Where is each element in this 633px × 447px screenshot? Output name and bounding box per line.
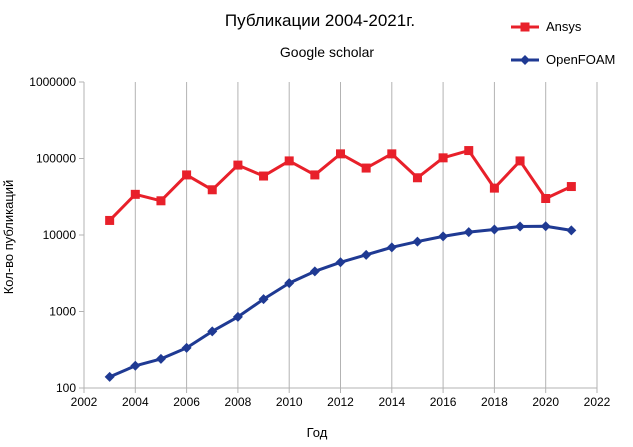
- data-point: [566, 225, 577, 236]
- data-point: [412, 236, 423, 247]
- data-point: [540, 221, 551, 232]
- x-tick-label: 2014: [378, 395, 405, 409]
- y-tick-label: 100: [56, 381, 76, 395]
- y-tick-label: 100000: [36, 152, 76, 166]
- data-point: [361, 249, 372, 260]
- y-tick-labels: 100 1000 10000 100000 1000000: [29, 75, 76, 395]
- x-tick-label: 2008: [225, 395, 252, 409]
- data-point: [412, 173, 422, 183]
- x-tick-label: 2020: [532, 395, 559, 409]
- axes: [79, 81, 598, 393]
- data-point: [489, 183, 499, 193]
- data-point: [309, 266, 320, 277]
- data-point: [259, 171, 269, 181]
- x-tick-label: 2018: [481, 395, 508, 409]
- data-point: [464, 146, 474, 156]
- data-point: [463, 227, 474, 238]
- data-point: [233, 160, 243, 170]
- data-point: [258, 294, 269, 305]
- legend-label: Ansys: [546, 19, 582, 34]
- data-point: [232, 311, 243, 322]
- data-point: [515, 221, 526, 232]
- data-point: [386, 242, 397, 253]
- data-point: [130, 189, 140, 199]
- y-axis-label: Кол-во публикаций: [1, 180, 16, 295]
- x-tick-labels: 2002 2004 2006 2008 2010 2012 2014 2016 2018 2020…: [71, 395, 611, 409]
- legend-item-openfoam: OpenFOAM: [511, 52, 615, 67]
- legend-label: OpenFOAM: [546, 52, 615, 67]
- x-tick-label: 2022: [584, 395, 611, 409]
- data-point: [489, 224, 500, 235]
- chart-subtitle: Google scholar: [280, 44, 375, 60]
- data-point: [566, 182, 576, 192]
- legend: Ansys OpenFOAM: [511, 19, 615, 67]
- data-point: [284, 278, 295, 289]
- x-tick-label: 2002: [71, 395, 98, 409]
- data-point: [438, 231, 449, 242]
- y-tick-label: 1000000: [29, 75, 76, 89]
- data-point: [336, 149, 345, 159]
- x-tick-label: 2012: [327, 395, 354, 409]
- grid: [134, 82, 598, 388]
- x-axis-label: Год: [307, 425, 328, 440]
- data-point: [387, 149, 397, 159]
- data-point: [207, 185, 217, 195]
- data-point: [207, 326, 218, 337]
- legend-marker: [520, 55, 530, 65]
- legend-item-ansys: Ansys: [511, 19, 582, 34]
- data-point: [284, 156, 294, 166]
- series-openfoam: [104, 221, 577, 382]
- y-tick-label: 10000: [43, 228, 77, 242]
- x-tick-label: 2016: [430, 395, 457, 409]
- data-point: [541, 194, 551, 204]
- series-ansys: [105, 146, 576, 225]
- data-point: [515, 156, 525, 166]
- legend-marker: [520, 22, 530, 32]
- x-tick-label: 2004: [122, 395, 149, 409]
- data-point: [310, 170, 320, 180]
- data-point: [181, 342, 192, 353]
- data-point: [105, 215, 115, 225]
- data-point: [361, 163, 371, 173]
- data-point: [104, 371, 115, 382]
- x-tick-label: 2006: [173, 395, 200, 409]
- data-point: [335, 257, 346, 268]
- data-point: [130, 360, 141, 371]
- x-tick-label: 2010: [276, 395, 303, 409]
- data-point: [438, 153, 448, 163]
- chart-title: Публикации 2004-2021г.: [225, 11, 415, 30]
- y-tick-label: 1000: [49, 305, 76, 319]
- data-point: [182, 170, 192, 180]
- data-point: [156, 196, 166, 206]
- data-point: [155, 353, 166, 364]
- series-layer: [104, 146, 577, 382]
